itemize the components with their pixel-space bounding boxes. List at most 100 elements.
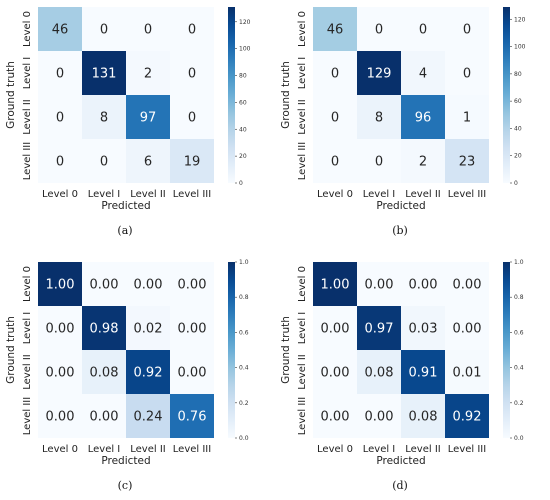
heatmap-cell bbox=[357, 7, 401, 51]
y-axis-title: Ground truth bbox=[5, 61, 17, 129]
colorbar-tick-label: 0.2 bbox=[514, 400, 524, 407]
x-tick-label: Level 0 bbox=[42, 189, 78, 200]
heatmap-cell bbox=[38, 306, 82, 350]
cell-value-label: 0.02 bbox=[134, 322, 163, 337]
cell-value-label: 0.00 bbox=[90, 410, 119, 425]
colorbar-tick-label: 0.4 bbox=[239, 365, 249, 372]
heatmap-cell bbox=[82, 394, 126, 438]
y-tick-label: Level II bbox=[297, 354, 308, 389]
y-tick-label: Level III bbox=[297, 142, 308, 180]
heatmap-cell bbox=[357, 51, 401, 95]
cell-value-label: 0 bbox=[419, 23, 427, 38]
colorbar bbox=[503, 7, 510, 183]
y-tick-label: Level III bbox=[22, 397, 33, 435]
y-axis-title: Ground truth bbox=[280, 316, 292, 384]
x-tick-label: Level 0 bbox=[317, 444, 353, 455]
heatmap-cell bbox=[357, 394, 401, 438]
x-tick-label: Level II bbox=[405, 189, 440, 200]
colorbar-tick-label: 20 bbox=[239, 153, 247, 160]
heatmap-cell bbox=[357, 262, 401, 306]
colorbar-tick-label: 0.2 bbox=[239, 400, 249, 407]
heatmap-cell bbox=[401, 51, 445, 95]
y-tick-label: Level II bbox=[22, 99, 33, 134]
cell-value-label: 4 bbox=[419, 67, 427, 82]
subfigure-caption: (a) bbox=[117, 224, 132, 237]
heatmap-cell bbox=[401, 350, 445, 394]
y-tick-label: Level 0 bbox=[22, 11, 33, 47]
heatmap-cell bbox=[357, 95, 401, 139]
colorbar-tick-label: 40 bbox=[239, 126, 247, 133]
y-tick-label: Level III bbox=[22, 142, 33, 180]
cell-value-label: 0 bbox=[188, 111, 196, 126]
cell-value-label: 0.00 bbox=[365, 278, 394, 293]
cell-value-label: 1.00 bbox=[46, 278, 75, 293]
x-tick-label: Level II bbox=[130, 444, 165, 455]
x-tick-label: Level I bbox=[363, 189, 396, 200]
heatmap-cell bbox=[38, 95, 82, 139]
colorbar-tick-label: 0.8 bbox=[239, 294, 249, 301]
y-tick-label: Level 0 bbox=[22, 266, 33, 302]
cell-value-label: 23 bbox=[459, 155, 476, 170]
x-tick-label: Level 0 bbox=[42, 444, 78, 455]
cell-value-label: 2 bbox=[144, 67, 152, 82]
heatmap-cell bbox=[126, 394, 170, 438]
heatmap-cell bbox=[357, 350, 401, 394]
x-axis-title: Predicted bbox=[376, 200, 425, 212]
heatmap-cell bbox=[170, 394, 214, 438]
x-tick-label: Level I bbox=[363, 444, 396, 455]
heatmap-cell bbox=[313, 7, 357, 51]
x-tick-label: Level I bbox=[88, 444, 121, 455]
heatmap-cell bbox=[445, 139, 489, 183]
colorbar-tick-label: 100 bbox=[239, 46, 251, 53]
cell-value-label: 0.91 bbox=[409, 366, 438, 381]
cell-value-label: 0.00 bbox=[46, 366, 75, 381]
cell-value-label: 0.76 bbox=[178, 410, 207, 425]
cell-value-label: 0 bbox=[188, 23, 196, 38]
colorbar-tick-label: 60 bbox=[514, 98, 522, 105]
colorbar-tick-label: 0.0 bbox=[514, 435, 524, 442]
cell-value-label: 1 bbox=[463, 111, 471, 126]
cell-value-label: 0.00 bbox=[321, 366, 350, 381]
heatmap-cell bbox=[38, 350, 82, 394]
colorbar-tick-label: 1.0 bbox=[239, 259, 249, 266]
colorbar-tick-label: 120 bbox=[514, 16, 526, 23]
heatmap-cell bbox=[313, 139, 357, 183]
colorbar-tick-label: 80 bbox=[239, 73, 247, 80]
heatmap-cell bbox=[126, 350, 170, 394]
cell-value-label: 0 bbox=[331, 67, 339, 82]
colorbar-tick-label: 20 bbox=[514, 153, 522, 160]
cell-value-label: 0 bbox=[331, 111, 339, 126]
cell-value-label: 0.00 bbox=[46, 410, 75, 425]
cell-value-label: 0.00 bbox=[90, 278, 119, 293]
cell-value-label: 0 bbox=[56, 155, 64, 170]
heatmap-cell bbox=[170, 262, 214, 306]
y-tick-label: Level I bbox=[22, 57, 33, 90]
cell-value-label: 0.08 bbox=[409, 410, 438, 425]
heatmap-cell bbox=[170, 139, 214, 183]
heatmap-cell bbox=[82, 7, 126, 51]
y-tick-label: Level I bbox=[22, 312, 33, 345]
heatmap-cell bbox=[170, 95, 214, 139]
heatmap-cell bbox=[445, 350, 489, 394]
heatmap-cell bbox=[401, 394, 445, 438]
cell-value-label: 0.00 bbox=[178, 366, 207, 381]
colorbar-tick-label: 40 bbox=[514, 125, 522, 132]
cell-value-label: 2 bbox=[419, 155, 427, 170]
heatmap-cell bbox=[38, 139, 82, 183]
cell-value-label: 131 bbox=[92, 67, 117, 82]
x-axis-title: Predicted bbox=[101, 200, 150, 212]
x-tick-label: Level III bbox=[173, 189, 211, 200]
cell-value-label: 0 bbox=[463, 67, 471, 82]
y-tick-label: Level III bbox=[297, 397, 308, 435]
cell-value-label: 0.00 bbox=[365, 410, 394, 425]
heatmap-cell bbox=[82, 350, 126, 394]
x-tick-label: Level 0 bbox=[317, 189, 353, 200]
heatmap-cell bbox=[445, 262, 489, 306]
heatmap-cell bbox=[126, 306, 170, 350]
cell-value-label: 8 bbox=[375, 111, 383, 126]
heatmap-cell bbox=[401, 7, 445, 51]
y-axis-title: Ground truth bbox=[280, 61, 292, 129]
colorbar-tick-label: 60 bbox=[239, 99, 247, 106]
heatmap-cell bbox=[82, 306, 126, 350]
